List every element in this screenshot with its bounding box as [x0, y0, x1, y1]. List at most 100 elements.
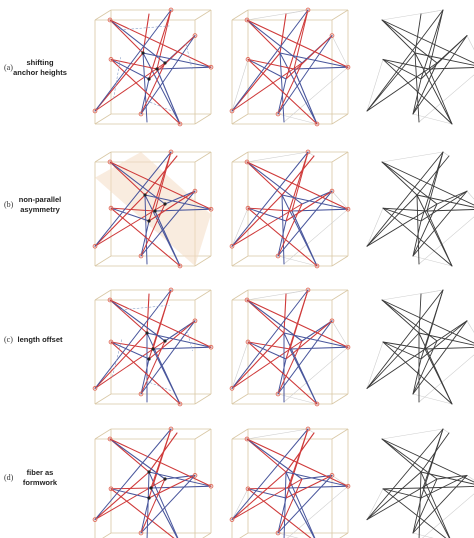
cube-edge: [194, 393, 212, 405]
fiber-strand: [112, 338, 123, 377]
anchor-point: [229, 243, 235, 249]
anchor-point: [305, 287, 311, 293]
fiber-strand: [152, 289, 172, 350]
fiber-strand: [277, 78, 287, 115]
anchor-point: [314, 401, 320, 407]
fiber-strand: [110, 488, 150, 499]
fiber-node: [163, 339, 167, 343]
anchor-point: [305, 426, 311, 432]
fiber-strand: [246, 161, 349, 210]
fiber-node: [163, 477, 167, 481]
row-label: shifting: [26, 58, 53, 67]
fiber-strand: [381, 151, 444, 163]
anchor-point: [108, 486, 114, 492]
anchor-point: [244, 436, 250, 442]
anchor-point: [108, 339, 114, 345]
cube-edge: [331, 151, 349, 163]
fiber-strand: [277, 190, 333, 257]
fiber-strand: [140, 478, 166, 534]
fiber-strand: [289, 289, 309, 350]
fiber-strand: [277, 340, 303, 395]
fiber-strand: [366, 151, 444, 247]
fiber-strand: [285, 320, 333, 360]
fiber-strand: [428, 9, 444, 70]
fiber-strand: [382, 341, 453, 405]
fiber-strand: [420, 289, 444, 295]
fiber-strand: [110, 58, 181, 125]
anchor-point: [177, 121, 183, 127]
fiber-strand: [140, 358, 150, 395]
anchor-point: [275, 253, 281, 259]
cube-edge: [331, 255, 349, 267]
cube-edge: [94, 393, 112, 405]
fiber-strand: [382, 341, 426, 350]
fiber-strand: [412, 190, 468, 257]
anchor-point: [108, 57, 114, 62]
fiber-strand: [94, 428, 172, 521]
fiber-strand: [412, 340, 438, 395]
fiber-strand: [418, 216, 474, 265]
fiber-strand: [246, 299, 349, 348]
panel-r3-c3: [366, 289, 474, 405]
fiber-node: [147, 470, 151, 474]
fiber-strand: [381, 19, 416, 54]
fiber-strand: [231, 289, 309, 389]
fiber-strand: [148, 9, 172, 80]
fiber-node: [155, 67, 159, 71]
fiber-strand: [331, 35, 349, 68]
fiber-strand: [140, 320, 196, 395]
row-label: fiber as: [27, 468, 54, 477]
anchor-point: [244, 297, 250, 303]
anchor-point: [314, 263, 320, 269]
row-label: formwork: [23, 478, 58, 487]
fiber-strand: [140, 340, 166, 395]
fiber-strand: [418, 471, 422, 538]
anchor-point: [107, 159, 113, 165]
fiber-strand: [412, 35, 468, 115]
fiber-strand: [436, 190, 468, 205]
fiber-strand: [144, 380, 171, 391]
fiber-strand: [382, 207, 428, 212]
fiber-strand: [247, 58, 318, 125]
fiber-strand: [412, 78, 422, 115]
panel-r2-c1: [92, 149, 214, 269]
cube-edge: [231, 113, 249, 125]
fiber-strand: [109, 299, 212, 348]
fiber-strand: [246, 438, 287, 473]
fiber-strand: [366, 289, 444, 389]
fiber-strand: [381, 299, 474, 344]
anchor-point: [168, 287, 174, 293]
fiber-strand: [246, 161, 283, 196]
fiber-strand: [246, 299, 303, 342]
fiber-strand: [381, 428, 444, 440]
row-label: anchor heights: [13, 68, 67, 77]
fiber-strand: [156, 66, 212, 70]
fiber-strand: [283, 332, 349, 348]
fiber-strand: [414, 52, 453, 125]
fiber-strand: [283, 471, 287, 538]
fiber-strand: [277, 320, 333, 395]
fiber-strand: [109, 438, 166, 480]
fiber-strand: [382, 207, 422, 222]
fiber-strand: [420, 9, 444, 80]
cube-edge: [194, 151, 212, 163]
anchor-point: [245, 486, 251, 492]
fiber-strand: [94, 194, 146, 247]
fiber-strand: [422, 487, 450, 538]
fiber-strand: [381, 299, 420, 334]
cube-edge: [239, 532, 249, 538]
fiber-strand: [142, 52, 181, 125]
fiber-strand: [246, 299, 285, 334]
panel-r4-c1: [92, 426, 214, 538]
fiber-strand: [366, 9, 444, 112]
fiber-node: [147, 496, 151, 500]
fiber-strand: [110, 341, 181, 405]
fiber-strand: [307, 151, 315, 157]
fiber-strand: [381, 19, 474, 64]
fiber-strand: [110, 207, 156, 212]
panel-r1-c3: [366, 9, 474, 125]
fiber-strand: [109, 438, 150, 473]
cube-edge: [231, 255, 249, 267]
fiber-strand: [420, 471, 474, 485]
fiber-strand: [307, 428, 315, 434]
